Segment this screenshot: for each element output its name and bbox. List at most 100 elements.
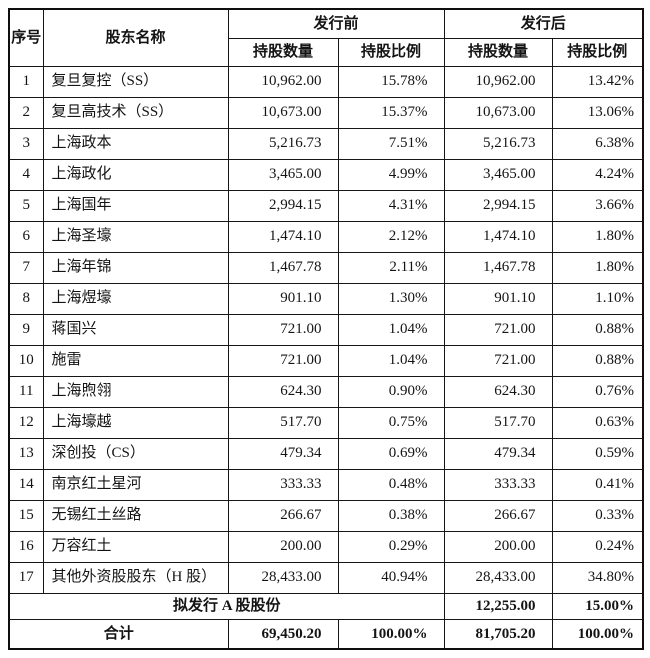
pct-after: 0.24%	[551, 530, 644, 563]
pct-before: 0.48%	[337, 468, 445, 501]
pct-after: 1.80%	[551, 220, 644, 253]
pct-before: 1.04%	[337, 313, 445, 346]
pct-before: 1.04%	[337, 344, 445, 377]
qty-before: 200.00	[227, 530, 339, 563]
qty-after: 10,673.00	[443, 96, 553, 129]
table-row: 2 复旦高技术（SS） 10,673.00 15.37% 10,673.00 1…	[8, 96, 644, 129]
header-pct-before: 持股比例	[337, 37, 445, 67]
qty-before: 2,994.15	[227, 189, 339, 222]
pct-after: 0.59%	[551, 437, 644, 470]
qty-after: 266.67	[443, 499, 553, 532]
qty-before: 901.10	[227, 282, 339, 315]
table-row: 12 上海壕越 517.70 0.75% 517.70 0.63%	[8, 406, 644, 439]
pct-after: 6.38%	[551, 127, 644, 160]
pct-after: 34.80%	[551, 561, 644, 594]
pct-after: 13.06%	[551, 96, 644, 129]
pct-before: 40.94%	[337, 561, 445, 594]
table-row: 13 深创投（CS） 479.34 0.69% 479.34 0.59%	[8, 437, 644, 470]
shareholder-name: 上海国年	[42, 189, 229, 222]
total-qty-before: 69,450.20	[227, 618, 339, 650]
pct-after: 3.66%	[551, 189, 644, 222]
table-row: 5 上海国年 2,994.15 4.31% 2,994.15 3.66%	[8, 189, 644, 222]
pct-before: 7.51%	[337, 127, 445, 160]
qty-before: 266.67	[227, 499, 339, 532]
pct-after: 0.63%	[551, 406, 644, 439]
header-group-after-issuance: 发行后	[443, 8, 644, 39]
qty-after: 721.00	[443, 344, 553, 377]
qty-before: 721.00	[227, 344, 339, 377]
qty-before: 10,673.00	[227, 96, 339, 129]
table-row: 9 蒋国兴 721.00 1.04% 721.00 0.88%	[8, 313, 644, 346]
shareholder-name: 南京红土星河	[42, 468, 229, 501]
pct-after: 13.42%	[551, 65, 644, 98]
proposed-pct-after: 15.00%	[551, 592, 644, 620]
qty-before: 479.34	[227, 437, 339, 470]
shareholder-name: 上海煜壕	[42, 282, 229, 315]
row-seq: 1	[8, 65, 44, 98]
row-seq: 6	[8, 220, 44, 253]
row-seq: 9	[8, 313, 44, 346]
total-row: 合计 69,450.20 100.00% 81,705.20 100.00%	[8, 618, 644, 650]
shareholder-name: 其他外资股股东（H 股）	[42, 561, 229, 594]
shareholder-name: 上海圣壕	[42, 220, 229, 253]
pct-before: 15.78%	[337, 65, 445, 98]
pct-after: 0.41%	[551, 468, 644, 501]
table-footer: 拟发行 A 股股份 12,255.00 15.00% 合计 69,450.20 …	[8, 592, 644, 650]
shareholder-name: 上海壕越	[42, 406, 229, 439]
pct-before: 4.99%	[337, 158, 445, 191]
row-seq: 14	[8, 468, 44, 501]
qty-after: 479.34	[443, 437, 553, 470]
row-seq: 12	[8, 406, 44, 439]
row-seq: 3	[8, 127, 44, 160]
table-row: 3 上海政本 5,216.73 7.51% 5,216.73 6.38%	[8, 127, 644, 160]
row-seq: 17	[8, 561, 44, 594]
qty-before: 5,216.73	[227, 127, 339, 160]
table-row: 11 上海煦翎 624.30 0.90% 624.30 0.76%	[8, 375, 644, 408]
total-pct-before: 100.00%	[337, 618, 445, 650]
qty-after: 624.30	[443, 375, 553, 408]
pct-before: 0.38%	[337, 499, 445, 532]
header-pct-after: 持股比例	[551, 37, 644, 67]
qty-before: 1,474.10	[227, 220, 339, 253]
row-seq: 7	[8, 251, 44, 284]
total-qty-after: 81,705.20	[443, 618, 553, 650]
shareholder-name: 上海政化	[42, 158, 229, 191]
qty-before: 721.00	[227, 313, 339, 346]
row-seq: 4	[8, 158, 44, 191]
qty-after: 10,962.00	[443, 65, 553, 98]
shareholder-name: 无锡红土丝路	[42, 499, 229, 532]
qty-after: 901.10	[443, 282, 553, 315]
proposed-a-share-label: 拟发行 A 股股份	[8, 592, 445, 620]
pct-before: 1.30%	[337, 282, 445, 315]
pct-after: 1.80%	[551, 251, 644, 284]
row-seq: 5	[8, 189, 44, 222]
table-row: 6 上海圣壕 1,474.10 2.12% 1,474.10 1.80%	[8, 220, 644, 253]
row-seq: 15	[8, 499, 44, 532]
total-pct-after: 100.00%	[551, 618, 644, 650]
shareholder-name: 深创投（CS）	[42, 437, 229, 470]
shareholder-name: 复旦高技术（SS）	[42, 96, 229, 129]
pct-after: 1.10%	[551, 282, 644, 315]
pct-before: 0.29%	[337, 530, 445, 563]
proposed-a-share-row: 拟发行 A 股股份 12,255.00 15.00%	[8, 592, 644, 620]
pct-after: 0.88%	[551, 313, 644, 346]
qty-after: 2,994.15	[443, 189, 553, 222]
qty-before: 3,465.00	[227, 158, 339, 191]
shareholder-table: 序号 股东名称 发行前 发行后 持股数量 持股比例 持股数量 持股比例 1 复旦…	[8, 8, 645, 650]
qty-before: 10,962.00	[227, 65, 339, 98]
qty-before: 333.33	[227, 468, 339, 501]
table-row: 1 复旦复控（SS） 10,962.00 15.78% 10,962.00 13…	[8, 65, 644, 98]
table-header: 序号 股东名称 发行前 发行后 持股数量 持股比例 持股数量 持股比例	[8, 8, 644, 67]
pct-after: 0.33%	[551, 499, 644, 532]
pct-before: 0.69%	[337, 437, 445, 470]
table-body: 1 复旦复控（SS） 10,962.00 15.78% 10,962.00 13…	[8, 65, 644, 594]
pct-after: 0.76%	[551, 375, 644, 408]
qty-before: 624.30	[227, 375, 339, 408]
qty-after: 3,465.00	[443, 158, 553, 191]
table-row: 16 万容红土 200.00 0.29% 200.00 0.24%	[8, 530, 644, 563]
table-row: 4 上海政化 3,465.00 4.99% 3,465.00 4.24%	[8, 158, 644, 191]
table-row: 8 上海煜壕 901.10 1.30% 901.10 1.10%	[8, 282, 644, 315]
table-row: 17 其他外资股股东（H 股） 28,433.00 40.94% 28,433.…	[8, 561, 644, 594]
header-group-before-issuance: 发行前	[227, 8, 445, 39]
